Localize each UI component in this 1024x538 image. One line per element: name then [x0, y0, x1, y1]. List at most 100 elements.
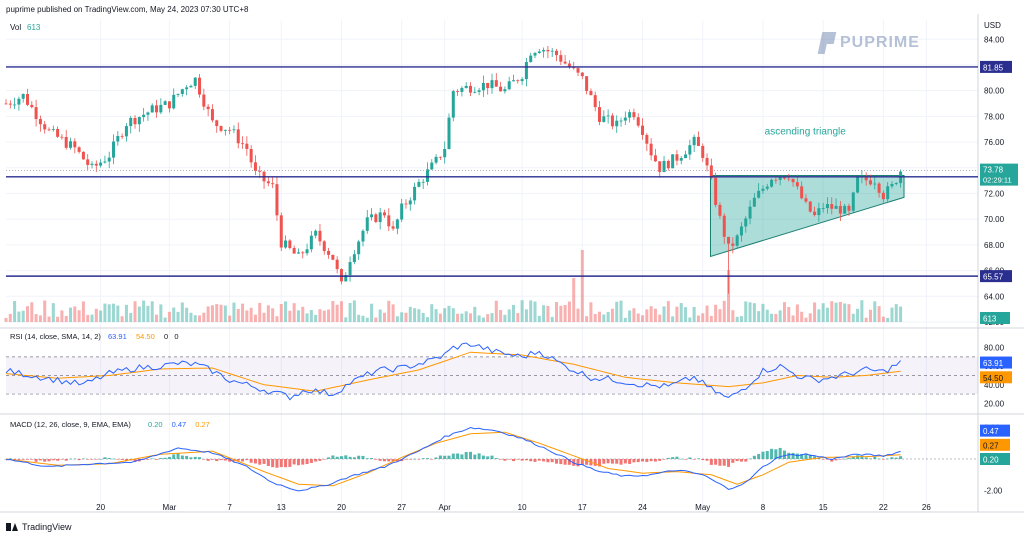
candlestick-series — [4, 45, 903, 294]
candle-body — [112, 141, 116, 158]
volume-bar — [825, 307, 829, 322]
rsi-value: 0 — [174, 332, 178, 341]
volume-bar — [167, 311, 171, 322]
macd-histogram-bar — [851, 456, 855, 459]
tradingview-logo[interactable]: TradingView — [6, 522, 72, 532]
macd-histogram-bar — [623, 459, 627, 464]
volume-bar — [641, 315, 645, 322]
macd-histogram-bar — [292, 459, 296, 465]
macd-histogram-bar — [232, 459, 236, 462]
candle-body — [309, 235, 313, 250]
volume-bar — [120, 316, 124, 322]
volume-value-label: 613 — [983, 315, 997, 324]
macd-histogram-bar — [576, 459, 580, 467]
candle-body — [464, 85, 468, 88]
horizontal-levels — [6, 66, 978, 277]
volume-bar — [821, 303, 825, 322]
macd-histogram-bar — [352, 457, 356, 459]
candle-body — [778, 177, 782, 180]
candle-body — [103, 161, 107, 163]
volume-bar — [322, 310, 326, 322]
candle-body — [116, 136, 120, 142]
volume-bar — [473, 306, 477, 322]
candle-body — [559, 55, 563, 62]
macd-histogram-bar — [172, 454, 176, 459]
candle-body — [800, 186, 804, 199]
volume-bar — [47, 316, 51, 322]
volume-bar — [696, 315, 700, 322]
candle-body — [327, 250, 331, 255]
volume-bar — [490, 313, 494, 322]
volume-bar — [86, 314, 90, 322]
volume-bar — [511, 304, 516, 322]
volume-bar — [563, 304, 567, 322]
macd-histogram-bar — [404, 459, 408, 460]
candle-body — [43, 124, 47, 130]
x-tick-label: 22 — [879, 503, 888, 512]
candle-body — [38, 119, 42, 125]
puprime-logo: PUPRIME — [818, 32, 920, 54]
volume-bar — [653, 308, 657, 322]
volume-bar — [709, 315, 713, 322]
volume-bar — [494, 300, 498, 322]
macd-histogram-bar — [124, 459, 128, 461]
volume-bar — [598, 311, 602, 322]
volume-bar — [395, 316, 399, 322]
macd-histogram-bar — [245, 459, 249, 461]
macd-histogram-bar — [51, 459, 55, 461]
candle-body — [344, 275, 348, 282]
volume-bar — [877, 306, 881, 322]
tradingview-icon — [6, 523, 18, 531]
level-price-label-bg — [980, 60, 1012, 73]
volume-bar — [219, 304, 223, 322]
candle-body — [834, 205, 838, 209]
macd-histogram-bar — [344, 455, 348, 459]
volume-bar — [838, 301, 842, 322]
candle-body — [107, 157, 111, 162]
candle-body — [499, 86, 503, 92]
volume-bar — [180, 302, 184, 322]
macd-histogram-bar — [25, 459, 30, 460]
price-tick-label: 76.00 — [984, 138, 1005, 147]
candle-body — [520, 79, 524, 82]
macd-hist-last-label: 0.47 — [983, 427, 999, 436]
volume-bar — [331, 301, 335, 322]
candle-body — [430, 162, 434, 170]
candle-body — [425, 169, 429, 182]
volume-bar — [486, 314, 490, 322]
volume-bar — [352, 300, 356, 322]
macd-tick-label: -2.00 — [984, 487, 1003, 496]
volume-bar — [69, 307, 73, 322]
macd-histogram-bar — [727, 459, 731, 467]
candle-body — [589, 90, 593, 96]
candle-body — [189, 85, 193, 88]
x-tick-label: 20 — [337, 503, 346, 512]
volume-bar — [576, 308, 580, 322]
candle-body — [348, 262, 352, 276]
volume-bar — [666, 301, 670, 322]
candle-body — [821, 208, 825, 209]
candle-body — [645, 134, 649, 144]
volume-bar — [387, 300, 391, 322]
price-tick-label: 70.00 — [984, 215, 1005, 224]
macd-histogram-bar — [800, 454, 804, 459]
candle-body — [163, 101, 167, 105]
macd-histogram-bar — [653, 459, 657, 462]
volume-bar — [873, 301, 877, 322]
candle-body — [808, 201, 812, 212]
macd-histogram-bar — [271, 459, 275, 468]
macd-histogram-bar — [585, 459, 589, 465]
candle-body — [305, 249, 309, 254]
candle-body — [357, 241, 361, 255]
macd-histogram-bar — [503, 459, 507, 461]
candle-body — [258, 170, 262, 172]
volume-bar — [856, 308, 860, 322]
brand-name: PUPRIME — [840, 34, 920, 51]
macd-histogram-bar — [675, 456, 679, 459]
macd-histogram-bar — [370, 458, 374, 459]
macd-histogram-bar — [645, 459, 649, 462]
macd-histogram-bar — [361, 455, 365, 459]
candle-body — [877, 183, 881, 193]
macd-histogram-bar — [679, 458, 683, 460]
